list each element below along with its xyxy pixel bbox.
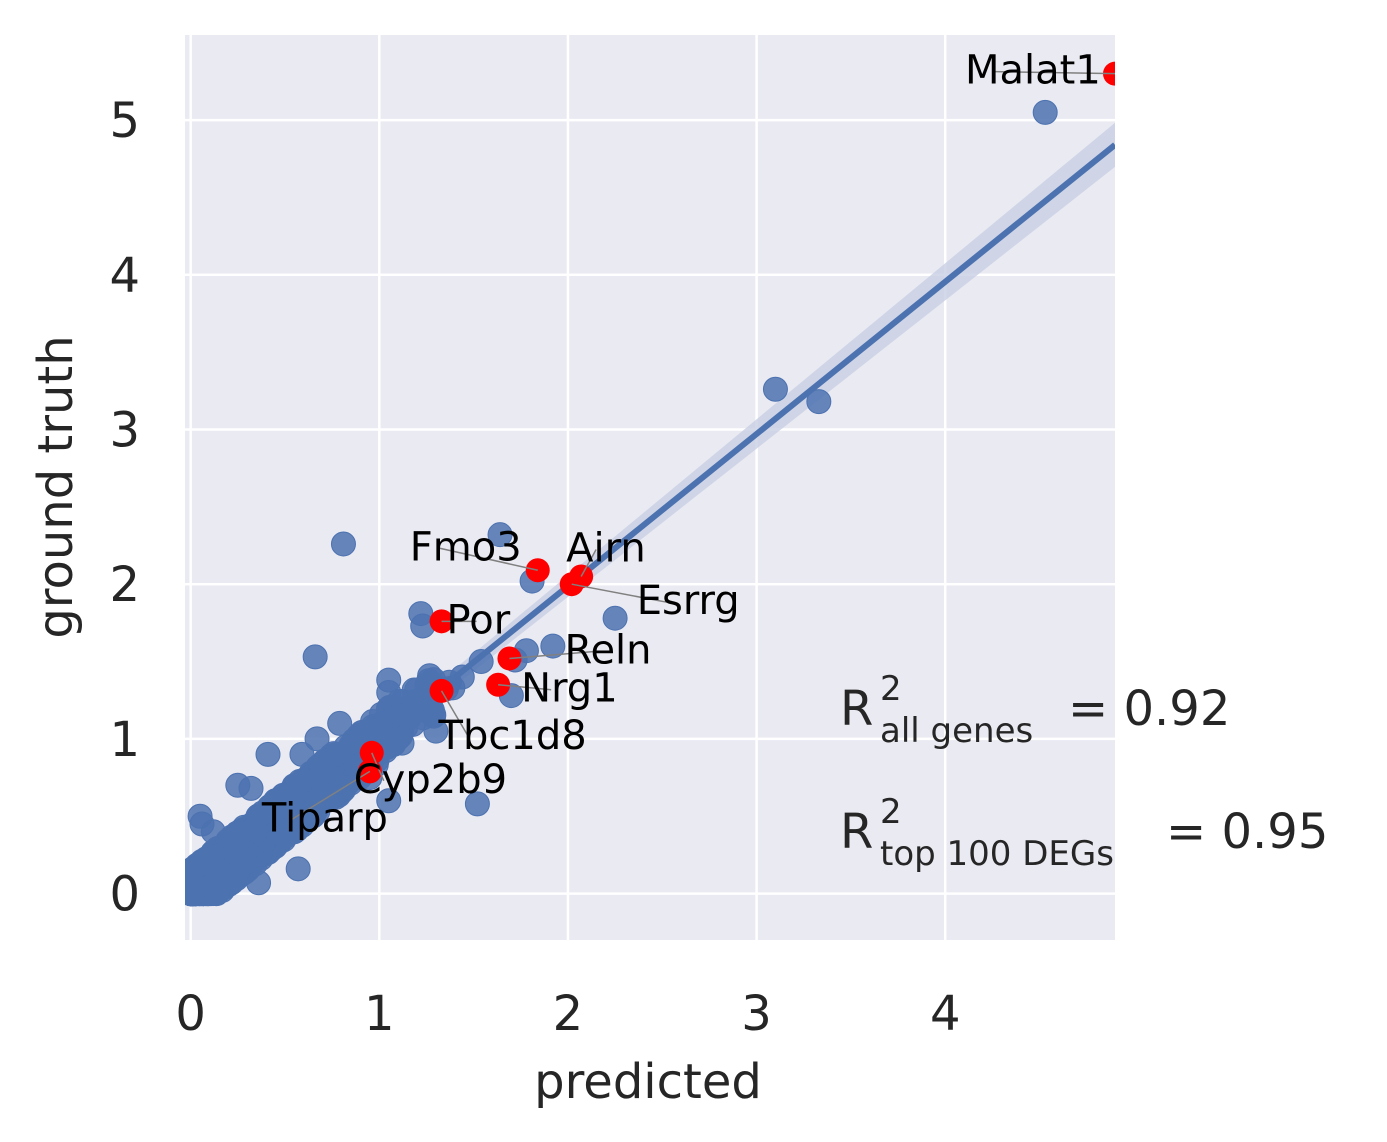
- label-arrow: [571, 583, 667, 603]
- scatter-point: [1032, 99, 1058, 125]
- x-tick-label: 3: [741, 986, 772, 1042]
- scatter-point: [376, 679, 402, 705]
- x-tick-label: 1: [364, 986, 395, 1042]
- r2-top-degs-annotation: R 2 top 100 DEGs = 0.95: [840, 792, 1328, 874]
- label-arrow: [440, 690, 470, 738]
- scatter-point: [289, 741, 315, 767]
- y-tick-label: 2: [109, 557, 140, 613]
- scatter-point: [487, 522, 513, 548]
- gene-label: Por: [447, 597, 511, 643]
- scatter-point: [806, 389, 832, 415]
- scatter-point: [189, 811, 215, 837]
- scatter-point: [234, 849, 260, 875]
- tick-labels: 0 1 2 3 4 0 1 2 3 4 5: [109, 93, 960, 1042]
- label-arrow: [291, 770, 371, 821]
- gene-label: Esrrg: [637, 578, 740, 624]
- scatter-point: [272, 823, 298, 849]
- y-tick-label: 0: [109, 867, 140, 923]
- x-tick-label: 0: [175, 986, 206, 1042]
- label-arrow: [994, 70, 1116, 75]
- y-tick-label: 5: [109, 93, 140, 149]
- y-tick-label: 4: [109, 248, 140, 304]
- scatter-point: [468, 649, 494, 675]
- gene-label: Cyp2b9: [354, 757, 507, 803]
- gene-label: Airn: [566, 525, 646, 571]
- r2-top-symbol: R: [840, 804, 873, 860]
- r2-all-symbol: R: [840, 681, 873, 737]
- label-arrow: [509, 650, 595, 660]
- scatter-point: [762, 376, 788, 402]
- gene-label: Nrg1: [521, 666, 618, 712]
- scatter-point: [602, 605, 628, 631]
- x-axis-title: predicted: [534, 1054, 762, 1110]
- gene-labels: Malat1 Fmo3 Airn Esrrg Por RelnNrg1Tbc1d8Cyp2…: [261, 48, 1101, 842]
- r2-all-subscript: all genes: [880, 711, 1033, 751]
- x-tick-label: 2: [553, 986, 584, 1042]
- y-tick-label: 1: [109, 712, 140, 768]
- scatter-point: [376, 788, 402, 814]
- y-axis-title: ground truth: [28, 335, 84, 638]
- scatter-point: [327, 710, 353, 736]
- r2-all-genes-annotation: R 2 all genes = 0.92: [840, 669, 1230, 751]
- scatter-point: [263, 788, 289, 814]
- scatter-point: [423, 718, 449, 744]
- label-arrow: [580, 549, 597, 577]
- scatter-point: [285, 856, 311, 882]
- r2-all-value: = 0.92: [1068, 681, 1230, 737]
- y-tick-label: 3: [109, 402, 140, 458]
- label-arrows: [291, 70, 1116, 821]
- r2-all-superscript: 2: [880, 669, 902, 709]
- scatter-point: [302, 644, 328, 670]
- regression-line-path: [188, 142, 1115, 893]
- scatter-point: [246, 870, 272, 896]
- x-tick-label: 4: [930, 986, 961, 1042]
- gene-label: Malat1: [965, 48, 1101, 94]
- r2-top-subscript: top 100 DEGs: [880, 834, 1114, 874]
- scatter-point: [225, 772, 251, 798]
- r2-top-superscript: 2: [880, 792, 902, 832]
- regression-line: [188, 142, 1115, 893]
- r2-top-value: = 0.95: [1166, 804, 1328, 860]
- label-arrow: [371, 752, 385, 782]
- scatter-point: [304, 726, 330, 752]
- gene-label: Reln: [564, 627, 651, 673]
- gene-label: Tiparp: [261, 795, 388, 841]
- gene-label: Tbc1d8: [438, 713, 587, 759]
- gene-label: Fmo3: [410, 524, 522, 570]
- label-arrow: [498, 683, 552, 691]
- label-arrow: [439, 547, 538, 571]
- scatter-point: [330, 531, 356, 557]
- scatter-point: [464, 791, 490, 817]
- scatter-point: [540, 633, 566, 659]
- scatter-point: [255, 741, 281, 767]
